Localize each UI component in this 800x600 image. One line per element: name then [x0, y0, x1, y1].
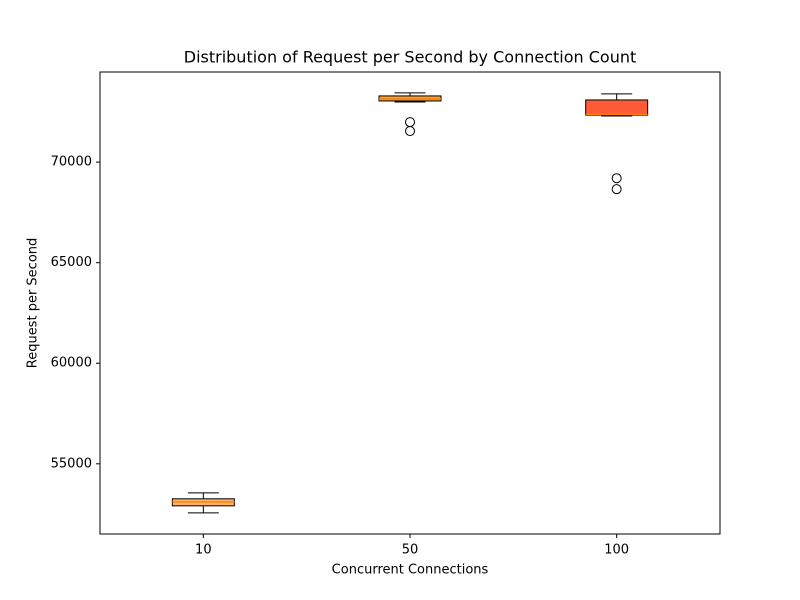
x-tick-label: 100: [604, 543, 629, 558]
x-axis-label: Concurrent Connections: [332, 563, 489, 578]
x-tick-label: 50: [402, 543, 419, 558]
plot-frame: [99, 71, 721, 535]
y-tick-label: 60000: [51, 356, 92, 371]
box: [585, 99, 649, 116]
y-tick-label: 55000: [51, 456, 92, 471]
outlier: [405, 126, 415, 137]
x-tick-label: 10: [195, 543, 212, 558]
y-tick-label: 70000: [51, 155, 92, 170]
outlier: [405, 117, 415, 128]
outlier: [611, 173, 622, 184]
outlier: [611, 184, 622, 195]
y-axis-label: Request per Second: [26, 238, 41, 369]
chart-title: Distribution of Request per Second by Co…: [184, 48, 637, 67]
y-tick-label: 65000: [51, 255, 92, 270]
